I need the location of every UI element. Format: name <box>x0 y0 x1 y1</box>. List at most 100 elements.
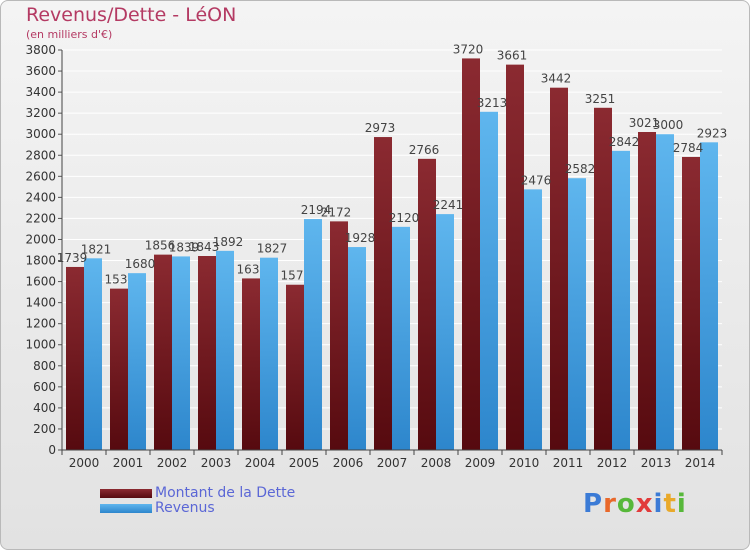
data-label-debt: 163 <box>237 262 260 276</box>
x-tick-label: 2013 <box>641 456 672 470</box>
x-tick-label: 2004 <box>245 456 276 470</box>
y-tick-label: 2600 <box>25 169 56 183</box>
data-label-debt: 1856 <box>145 239 176 253</box>
bar-debt <box>286 284 304 450</box>
y-tick-label: 3800 <box>25 43 56 57</box>
data-label-debt: 2784 <box>673 141 704 155</box>
bar-debt <box>154 254 172 450</box>
y-tick-label: 800 <box>33 359 56 373</box>
data-label-revenue: 1892 <box>213 235 244 249</box>
data-label-debt: 1843 <box>189 240 220 254</box>
data-label-debt: 3021 <box>629 116 660 130</box>
data-label-debt: 3661 <box>497 49 528 63</box>
data-label-revenue: 1928 <box>345 231 376 245</box>
x-tick-label: 2011 <box>553 456 584 470</box>
data-label-revenue: 2582 <box>565 162 596 176</box>
data-label-debt: 157 <box>281 269 304 283</box>
bar-debt <box>550 87 568 451</box>
data-label-revenue: 2476 <box>521 173 552 187</box>
data-label-debt: 3720 <box>453 42 484 56</box>
y-tick-label: 0 <box>48 443 56 457</box>
data-label-debt: 3442 <box>541 72 572 86</box>
data-label-revenue: 2194 <box>301 203 332 217</box>
x-tick-label: 2009 <box>465 456 496 470</box>
bar-revenue <box>128 273 146 450</box>
bar-debt <box>66 266 84 450</box>
x-tick-label: 2002 <box>157 456 188 470</box>
bar-debt <box>242 278 260 450</box>
bar-debt <box>418 158 436 450</box>
x-tick-label: 2008 <box>421 456 452 470</box>
data-label-revenue: 3213 <box>477 96 508 110</box>
chart-subtitle: (en milliers d'€) <box>26 28 113 41</box>
y-tick-label: 3400 <box>25 85 56 99</box>
y-tick-label: 2400 <box>25 190 56 204</box>
logo-letter: P <box>583 489 604 519</box>
bar-debt <box>198 256 216 450</box>
data-label-revenue: 1680 <box>125 257 156 271</box>
chart-title: Revenus/Dette - LéON <box>26 4 237 26</box>
logo-letter: x <box>635 489 654 519</box>
y-tick-label: 400 <box>33 401 56 415</box>
bar-debt <box>682 156 700 450</box>
x-tick-label: 2006 <box>333 456 364 470</box>
data-label-debt: 2172 <box>321 205 352 219</box>
bar-revenue <box>480 111 498 450</box>
bar-debt <box>462 58 480 450</box>
data-label-revenue: 3000 <box>653 118 684 132</box>
x-tick-label: 2000 <box>69 456 100 470</box>
bar-revenue <box>348 247 366 450</box>
y-tick-label: 1600 <box>25 275 56 289</box>
bar-revenue <box>656 134 674 451</box>
data-label-debt: 2973 <box>365 121 396 135</box>
bar-debt <box>374 137 392 451</box>
x-tick-label: 2014 <box>685 456 716 470</box>
y-tick-label: 1200 <box>25 317 56 331</box>
bar-debt <box>506 64 524 450</box>
bar-revenue <box>392 226 410 450</box>
y-tick-label: 1400 <box>25 296 56 310</box>
x-tick-label: 2001 <box>113 456 144 470</box>
y-tick-label: 3600 <box>25 64 56 78</box>
legend-swatch-revenue <box>100 504 152 513</box>
proxiti-logo: Proxiti <box>583 489 687 519</box>
logo-letter: i <box>676 489 687 519</box>
y-tick-label: 1000 <box>25 338 56 352</box>
bar-debt <box>110 288 128 450</box>
data-label-revenue: 1839 <box>169 240 200 254</box>
x-tick-label: 2005 <box>289 456 320 470</box>
y-tick-label: 3000 <box>25 127 56 141</box>
data-label-revenue: 2842 <box>609 135 640 149</box>
bar-revenue <box>700 142 718 450</box>
bar-revenue <box>84 258 102 450</box>
data-label-revenue: 2120 <box>389 211 420 225</box>
y-tick-label: 1800 <box>25 254 56 268</box>
data-label-debt: 2766 <box>409 143 440 157</box>
data-label-revenue: 2241 <box>433 198 464 212</box>
bar-revenue <box>260 257 278 450</box>
logo-letter: i <box>653 489 664 519</box>
data-label-debt: 153 <box>105 273 128 287</box>
x-tick-label: 2012 <box>597 456 628 470</box>
data-label-revenue: 1821 <box>81 242 112 256</box>
bar-revenue <box>304 219 322 450</box>
bar-revenue <box>612 150 630 450</box>
x-tick-label: 2003 <box>201 456 232 470</box>
legend-label-revenue: Revenus <box>155 500 215 516</box>
bar-debt <box>594 107 612 450</box>
y-tick-label: 600 <box>33 380 56 394</box>
data-label-debt: 1739 <box>57 251 88 265</box>
x-tick-label: 2010 <box>509 456 540 470</box>
data-label-debt: 3251 <box>585 92 616 106</box>
data-label-revenue: 1827 <box>257 242 288 256</box>
logo-letter: t <box>663 489 677 519</box>
y-tick-label: 2000 <box>25 232 56 246</box>
bar-revenue <box>568 178 586 451</box>
bar-debt <box>330 221 348 450</box>
bar-revenue <box>216 250 234 450</box>
data-label-revenue: 2923 <box>697 126 728 140</box>
x-tick-label: 2007 <box>377 456 408 470</box>
bar-revenue <box>172 256 190 450</box>
legend-label-debt: Montant de la Dette <box>155 485 296 501</box>
